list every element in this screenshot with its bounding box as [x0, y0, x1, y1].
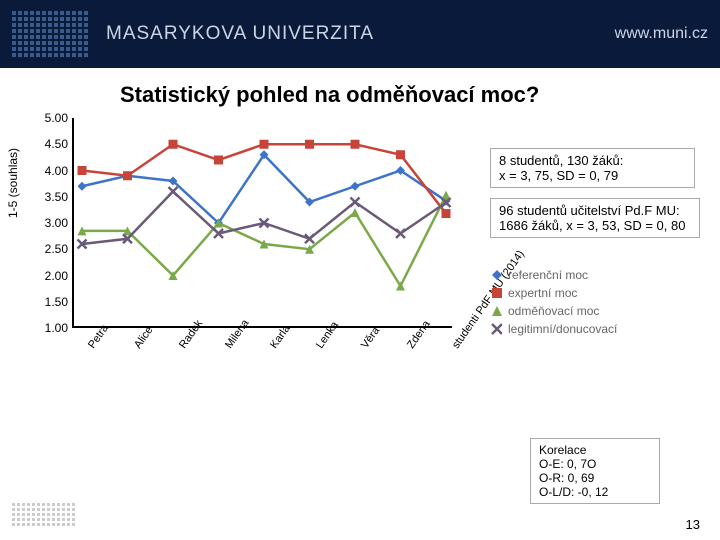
y-tick-label: 1.00 — [38, 321, 68, 335]
slide-title: Statistický pohled na odměňovací moc? — [120, 82, 720, 108]
site-url: www.muni.cz — [615, 25, 708, 43]
y-tick-label: 2.50 — [38, 242, 68, 256]
stats-box-2: 96 studentů učitelství Pd.F MU: 1686 žák… — [490, 198, 700, 238]
y-tick-label: 3.50 — [38, 190, 68, 204]
box2-l2: 1686 žáků, x = 3, 53, SD = 0, 80 — [499, 218, 691, 233]
box3-c: O-L/D: -0, 12 — [539, 485, 651, 499]
y-tick-label: 4.50 — [38, 137, 68, 151]
legend-label: expertní moc — [508, 286, 577, 300]
legend-item: expertní moc — [490, 286, 617, 300]
box3-b: O-R: 0, 69 — [539, 471, 651, 485]
box1-l1: 8 studentů, 130 žáků: — [499, 153, 686, 168]
stats-box-1: 8 studentů, 130 žáků: x = 3, 75, SD = 0,… — [490, 148, 695, 188]
box3-a: O-E: 0, 7O — [539, 457, 651, 471]
legend-label: odměňovací moc — [508, 304, 599, 318]
legend-item: legitimní/donucovací — [490, 322, 617, 336]
box3-t: Korelace — [539, 443, 651, 457]
page-number: 13 — [686, 517, 700, 532]
y-tick-label: 2.00 — [38, 269, 68, 283]
legend-label: referenční moc — [508, 268, 588, 282]
legend-item: odměňovací moc — [490, 304, 617, 318]
logo-dots — [12, 11, 88, 57]
box2-l1: 96 studentů učitelství Pd.F MU: — [499, 203, 691, 218]
legend-item: referenční moc — [490, 268, 617, 282]
correlation-box: Korelace O-E: 0, 7O O-R: 0, 69 O-L/D: -0… — [530, 438, 660, 504]
header-bar: MASARYKOVA UNIVERZITA www.muni.cz — [0, 0, 720, 68]
box1-l2: x = 3, 75, SD = 0, 79 — [499, 168, 686, 183]
footer-dots — [12, 503, 75, 526]
y-axis-label: 1-5 (souhlas) — [6, 148, 20, 218]
y-tick-label: 4.00 — [38, 164, 68, 178]
legend-label: legitimní/donucovací — [508, 322, 617, 336]
y-tick-label: 1.50 — [38, 295, 68, 309]
x-tick-label: Alice — [132, 324, 156, 350]
y-tick-label: 5.00 — [38, 111, 68, 125]
x-tick-label: Věra — [359, 325, 382, 351]
y-tick-label: 3.00 — [38, 216, 68, 230]
university-name: MASARYKOVA UNIVERZITA — [106, 23, 615, 45]
chart-legend: referenční moc expertní moc odměňovací moc… — [490, 268, 617, 340]
